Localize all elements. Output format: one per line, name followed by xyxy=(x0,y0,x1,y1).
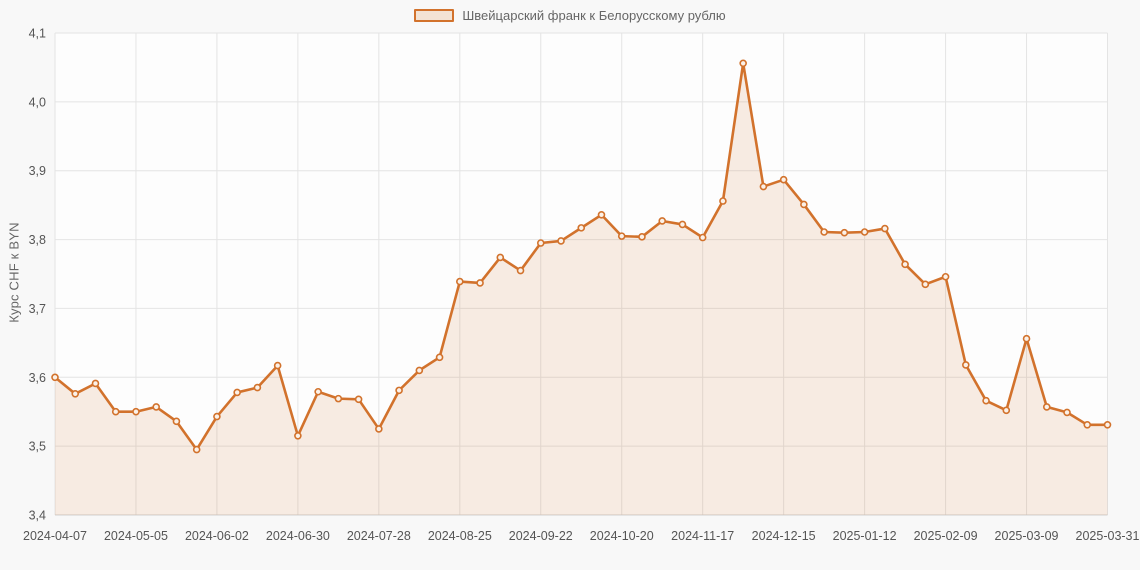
y-axis-tick-label: 3,4 xyxy=(29,509,46,523)
y-axis-tick-label: 3,7 xyxy=(29,302,46,316)
data-point-marker[interactable] xyxy=(496,253,505,262)
data-point-marker[interactable] xyxy=(577,224,586,232)
x-axis-tick-label: 2024-07-28 xyxy=(347,529,411,543)
data-point-marker[interactable] xyxy=(617,232,626,240)
data-point-marker[interactable] xyxy=(51,373,59,382)
data-point-marker[interactable] xyxy=(516,266,525,275)
x-axis-tick-label: 2025-03-31 xyxy=(1076,529,1140,543)
data-point-marker[interactable] xyxy=(253,383,262,392)
data-point-marker[interactable] xyxy=(192,445,201,454)
data-point-marker[interactable] xyxy=(172,417,181,426)
data-point-marker[interactable] xyxy=(759,182,768,191)
data-point-marker[interactable] xyxy=(1083,420,1092,429)
data-point-marker[interactable] xyxy=(395,386,403,395)
data-point-marker[interactable] xyxy=(476,279,484,287)
data-point-marker[interactable] xyxy=(132,407,140,416)
x-axis-tick-label: 2025-02-09 xyxy=(914,529,978,543)
data-point-marker[interactable] xyxy=(719,197,727,205)
data-point-marker[interactable] xyxy=(1063,408,1071,417)
data-point-marker[interactable] xyxy=(638,233,646,241)
y-axis-tick-label: 3,5 xyxy=(29,440,46,454)
data-point-marker[interactable] xyxy=(233,388,241,397)
data-point-marker[interactable] xyxy=(1022,334,1031,343)
data-point-marker[interactable] xyxy=(375,425,383,433)
data-point-marker[interactable] xyxy=(213,412,221,421)
data-point-marker[interactable] xyxy=(1042,403,1051,411)
y-axis-tick-label: 4,1 xyxy=(29,27,46,41)
x-axis-tick-label: 2024-11-17 xyxy=(671,529,734,543)
x-axis-tick-label: 2024-10-20 xyxy=(590,529,654,543)
y-axis-tick-label: 4,0 xyxy=(29,95,46,109)
data-point-marker[interactable] xyxy=(435,353,444,362)
data-point-marker[interactable] xyxy=(941,272,950,281)
data-point-marker[interactable] xyxy=(779,175,788,184)
x-axis-tick-label: 2024-06-02 xyxy=(185,529,249,543)
y-axis-tick-label: 3,8 xyxy=(29,233,46,247)
x-axis-tick-label: 2024-08-25 xyxy=(428,529,492,543)
data-point-marker[interactable] xyxy=(820,228,828,236)
x-axis-tick-label: 2024-06-30 xyxy=(266,529,330,543)
legend-item-chf-byn[interactable]: Швейцарский франк к Белорусскому рублю xyxy=(414,7,726,23)
data-point-marker[interactable] xyxy=(840,228,849,237)
data-point-marker[interactable] xyxy=(314,387,322,396)
data-point-marker[interactable] xyxy=(294,432,302,440)
data-point-marker[interactable] xyxy=(91,379,100,388)
x-axis-tick-label: 2024-09-22 xyxy=(509,529,573,543)
data-point-marker[interactable] xyxy=(658,217,667,225)
legend-series-label: Швейцарский франк к Белорусскому рублю xyxy=(462,7,726,23)
x-axis-tick-label: 2024-04-07 xyxy=(23,529,87,543)
data-point-marker[interactable] xyxy=(152,403,160,411)
data-point-marker[interactable] xyxy=(678,220,687,229)
data-point-marker[interactable] xyxy=(71,390,80,398)
data-point-marker[interactable] xyxy=(881,224,889,233)
x-axis-tick-label: 2024-12-15 xyxy=(752,529,816,543)
x-axis-tick-label: 2024-05-05 xyxy=(104,529,168,543)
data-point-marker[interactable] xyxy=(921,280,930,289)
data-point-marker[interactable] xyxy=(557,237,565,245)
chart-legend: Швейцарский франк к Белорусскому рублю xyxy=(0,0,1140,30)
x-axis-tick-label: 2025-03-09 xyxy=(995,529,1059,543)
plot-background xyxy=(55,33,1108,515)
data-point-marker[interactable] xyxy=(698,233,707,242)
y-axis-tick-label: 3,6 xyxy=(29,371,46,385)
data-point-marker[interactable] xyxy=(456,277,464,286)
data-point-marker[interactable] xyxy=(800,200,808,209)
data-point-marker[interactable] xyxy=(597,210,606,219)
data-point-marker[interactable] xyxy=(334,394,343,403)
data-point-marker[interactable] xyxy=(536,239,545,247)
data-point-marker[interactable] xyxy=(354,395,363,404)
data-point-marker[interactable] xyxy=(273,361,282,370)
data-point-marker[interactable] xyxy=(415,366,424,375)
data-point-marker[interactable] xyxy=(739,59,747,68)
x-axis-tick-label: 2025-01-12 xyxy=(833,529,897,543)
series-area-fill xyxy=(55,63,1108,516)
area-series-swatch-icon xyxy=(414,8,455,22)
data-point-marker[interactable] xyxy=(962,361,970,369)
data-point-marker[interactable] xyxy=(860,228,869,236)
y-axis-tick-label: 3,9 xyxy=(29,164,46,178)
data-point-marker[interactable] xyxy=(1103,420,1112,429)
data-point-marker[interactable] xyxy=(1002,406,1011,415)
data-point-marker[interactable] xyxy=(982,396,990,405)
data-point-marker[interactable] xyxy=(111,407,120,416)
data-point-marker[interactable] xyxy=(901,260,909,269)
